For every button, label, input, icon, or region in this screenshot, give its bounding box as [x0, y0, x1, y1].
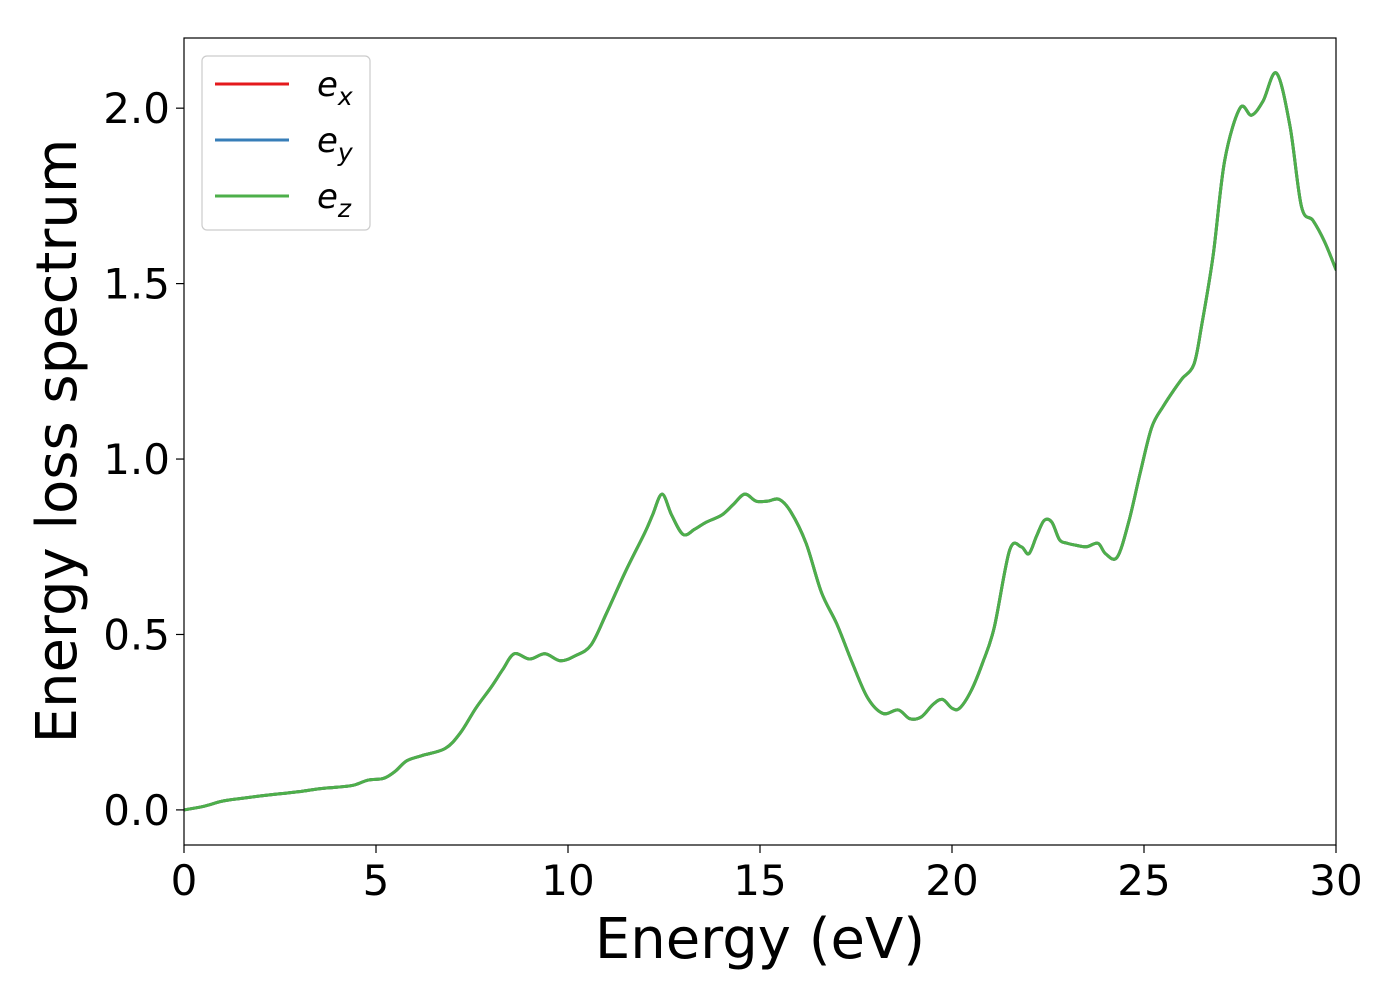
- legend: ex ey ez: [201, 55, 371, 231]
- legend-label-ex: ex: [317, 65, 353, 111]
- x-tick-label: 10: [541, 856, 594, 905]
- x-axis: 0 5 10 15 20 25 30: [171, 845, 1363, 905]
- y-tick-label: 1.0: [103, 435, 170, 484]
- x-tick-label: 30: [1309, 856, 1362, 905]
- x-tick-label: 15: [733, 856, 786, 905]
- y-axis: 0.0 0.5 1.0 1.5 2.0: [103, 84, 184, 835]
- series-layer: [184, 71, 1336, 812]
- y-axis-label: Energy loss spectrum: [25, 139, 90, 744]
- legend-items: ex ey ez: [215, 65, 354, 223]
- x-axis-label: Energy (eV): [595, 907, 925, 972]
- legend-label-ez: ez: [317, 177, 352, 223]
- x-tick-label: 5: [363, 856, 390, 905]
- legend-label-ey: ey: [317, 121, 354, 167]
- x-tick-label: 25: [1117, 856, 1170, 905]
- y-tick-label: 1.5: [103, 260, 170, 309]
- x-tick-label: 20: [925, 856, 978, 905]
- series-line-ez: [184, 71, 1336, 812]
- x-tick-label: 0: [171, 856, 198, 905]
- y-tick-label: 0.5: [103, 610, 170, 659]
- y-tick-label: 2.0: [103, 84, 170, 133]
- legend-box: [201, 55, 371, 231]
- y-tick-label: 0.0: [103, 786, 170, 835]
